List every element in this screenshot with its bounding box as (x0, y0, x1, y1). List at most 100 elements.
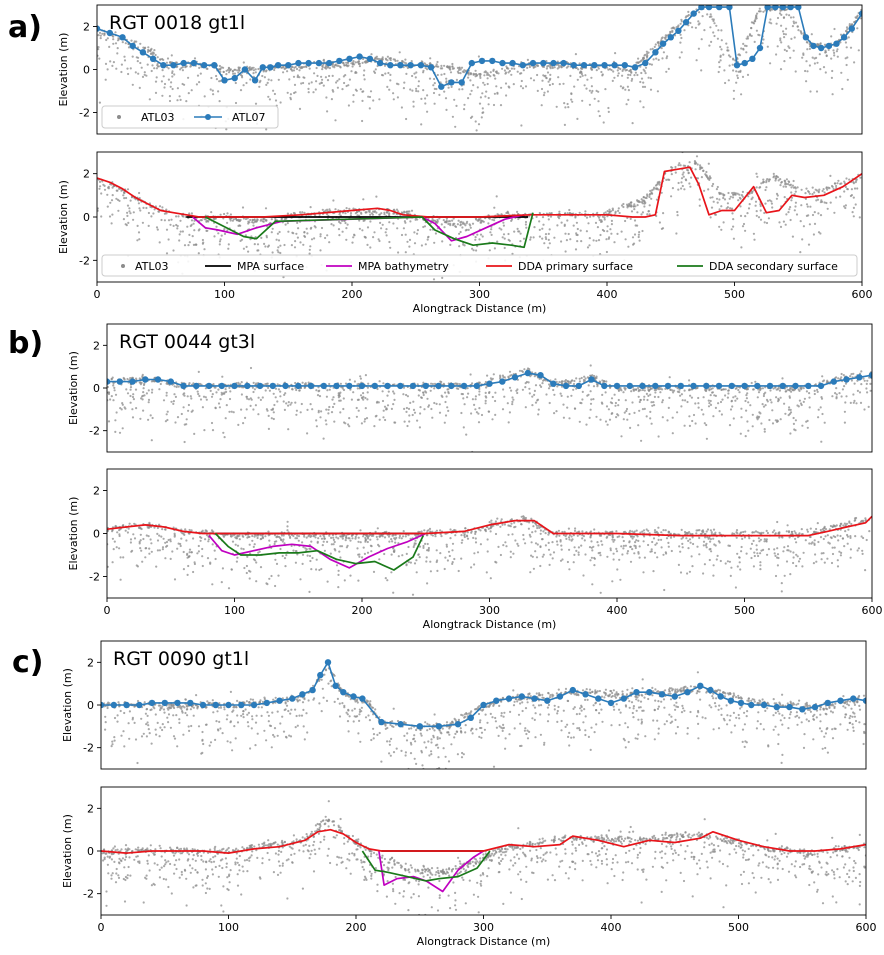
atl03-point (360, 396, 364, 399)
atl03-point (257, 67, 260, 71)
atl03-point (626, 550, 630, 553)
atl03-point (544, 74, 547, 77)
atl03-point (403, 420, 406, 423)
atl03-point (760, 422, 763, 425)
atl03-point (705, 170, 708, 174)
atl03-point (554, 378, 557, 381)
atl03-point (424, 243, 427, 246)
atl03-point (569, 74, 572, 77)
atl03-point (666, 419, 669, 422)
atl03-point (656, 90, 660, 93)
series-atl07-marker (259, 64, 266, 71)
series-atl07-marker (613, 382, 621, 390)
series-atl07-marker (792, 382, 799, 390)
atl03-point (741, 75, 745, 78)
atl03-point (375, 211, 378, 214)
atl03-point (804, 197, 808, 200)
atl03-point (422, 391, 425, 394)
atl03-point (653, 186, 656, 189)
atl03-point (344, 221, 347, 225)
atl03-point (457, 68, 461, 72)
atl03-point (429, 389, 432, 392)
atl03-point (245, 81, 248, 85)
atl03-point (516, 391, 519, 395)
atl03-point (522, 237, 526, 240)
series-atl07-marker (575, 382, 582, 390)
atl03-point (415, 71, 418, 74)
atl03-point (160, 535, 163, 538)
atl03-point (741, 190, 745, 193)
atl03-point (366, 386, 369, 389)
atl03-point (252, 224, 255, 227)
atl03-point (449, 71, 453, 74)
atl03-point (112, 61, 115, 64)
atl03-point (206, 229, 209, 232)
atl03-point (480, 221, 483, 224)
atl03-point (852, 181, 855, 184)
series-atl07-marker (336, 57, 343, 65)
atl03-point (809, 90, 812, 93)
atl03-point (602, 212, 606, 215)
atl03-point (108, 45, 111, 49)
atl03-point (304, 382, 307, 385)
atl03-point (642, 106, 645, 109)
atl03-point (529, 77, 533, 80)
atl03-point (716, 554, 719, 558)
atl03-point (252, 221, 255, 224)
atl03-point (334, 208, 337, 211)
atl03-point (98, 57, 101, 60)
atl03-point (259, 566, 263, 569)
atl03-point (309, 403, 312, 406)
atl03-point (679, 33, 682, 36)
atl03-point (333, 420, 336, 423)
atl03-point (638, 409, 641, 412)
atl03-point (361, 556, 364, 559)
atl03-point (231, 219, 234, 222)
atl03-point (845, 63, 848, 67)
atl03-point (115, 546, 118, 549)
x-tick-label: 300 (469, 288, 490, 301)
atl03-point (630, 390, 633, 393)
series-atl07-marker (754, 382, 761, 390)
atl03-point (567, 106, 570, 109)
atl03-point (718, 198, 721, 201)
atl03-point (267, 78, 270, 81)
series-atl07-marker (677, 382, 684, 390)
atl03-point (308, 67, 311, 70)
atl03-point (384, 231, 387, 234)
atl03-point (685, 179, 688, 182)
atl03-point (655, 198, 659, 201)
atl03-point (253, 535, 256, 538)
atl03-point (524, 406, 527, 409)
atl03-point (161, 94, 164, 97)
atl03-point (160, 218, 163, 222)
atl03-point (502, 233, 506, 236)
atl03-point (720, 388, 723, 391)
atl03-point (455, 104, 458, 107)
atl03-point (219, 398, 222, 401)
y-tick-label: 0 (83, 64, 90, 77)
atl03-point (559, 392, 562, 395)
atl03-point (206, 67, 209, 70)
atl03-point (620, 204, 624, 207)
atl03-point (353, 380, 356, 383)
atl03-point (729, 207, 732, 210)
atl03-point (175, 61, 178, 64)
y-tick-label: 2 (93, 339, 100, 352)
atl03-point (171, 71, 174, 75)
atl03-point (737, 70, 740, 73)
atl03-point (344, 382, 348, 385)
atl03-point (345, 227, 348, 230)
atl03-point (190, 89, 193, 92)
atl03-point (853, 187, 857, 190)
atl03-point (535, 63, 538, 67)
atl03-point (273, 66, 276, 69)
atl03-point (688, 182, 691, 185)
atl03-point (503, 69, 506, 72)
atl03-point (481, 92, 484, 95)
atl03-point (637, 200, 640, 203)
atl03-point (144, 46, 147, 49)
atl03-point (338, 78, 341, 81)
atl03-point (539, 384, 542, 387)
atl03-point (286, 222, 289, 225)
